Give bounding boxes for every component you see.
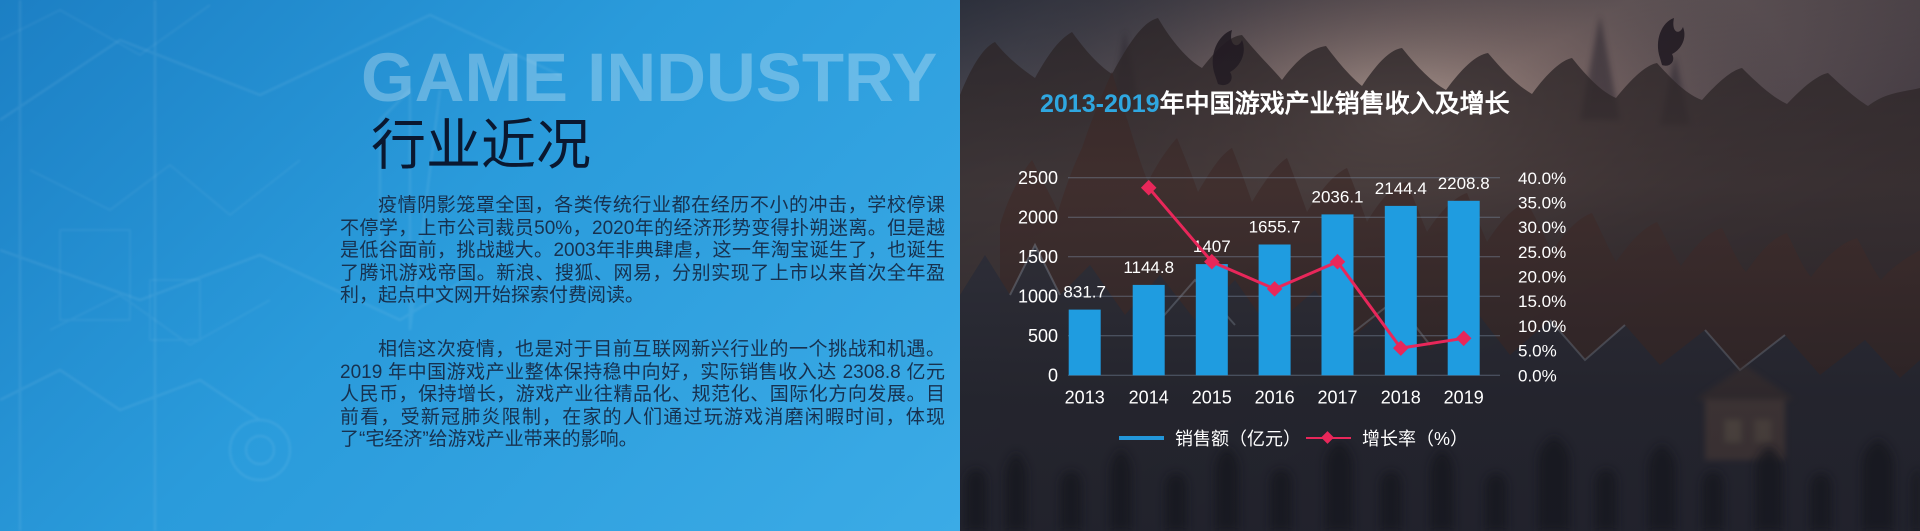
svg-text:2016: 2016: [1255, 387, 1295, 407]
svg-text:30.0%: 30.0%: [1518, 218, 1566, 237]
svg-text:2017: 2017: [1317, 387, 1357, 407]
svg-text:10.0%: 10.0%: [1518, 317, 1566, 336]
svg-text:2000: 2000: [1018, 207, 1058, 227]
svg-text:15.0%: 15.0%: [1518, 292, 1566, 311]
svg-text:1144.8: 1144.8: [1123, 258, 1174, 277]
svg-text:35.0%: 35.0%: [1518, 194, 1566, 213]
svg-text:25.0%: 25.0%: [1518, 243, 1566, 262]
svg-text:2018: 2018: [1381, 387, 1421, 407]
svg-text:2208.8: 2208.8: [1438, 174, 1490, 193]
svg-text:1500: 1500: [1018, 247, 1058, 267]
svg-text:1655.7: 1655.7: [1249, 218, 1301, 237]
svg-text:2014: 2014: [1129, 387, 1169, 407]
svg-text:2015: 2015: [1192, 387, 1232, 407]
svg-text:2013: 2013: [1065, 387, 1105, 407]
svg-text:831.7: 831.7: [1063, 283, 1106, 302]
svg-text:2144.4: 2144.4: [1375, 179, 1427, 198]
svg-text:2019: 2019: [1444, 387, 1484, 407]
svg-text:0: 0: [1048, 365, 1058, 385]
svg-text:2036.1: 2036.1: [1312, 187, 1364, 206]
svg-text:5.0%: 5.0%: [1518, 342, 1557, 361]
svg-text:20.0%: 20.0%: [1518, 268, 1566, 287]
svg-text:1000: 1000: [1018, 286, 1058, 306]
svg-text:0.0%: 0.0%: [1518, 366, 1557, 385]
svg-text:500: 500: [1028, 326, 1058, 346]
svg-text:2500: 2500: [1018, 168, 1058, 188]
svg-text:40.0%: 40.0%: [1518, 169, 1566, 188]
